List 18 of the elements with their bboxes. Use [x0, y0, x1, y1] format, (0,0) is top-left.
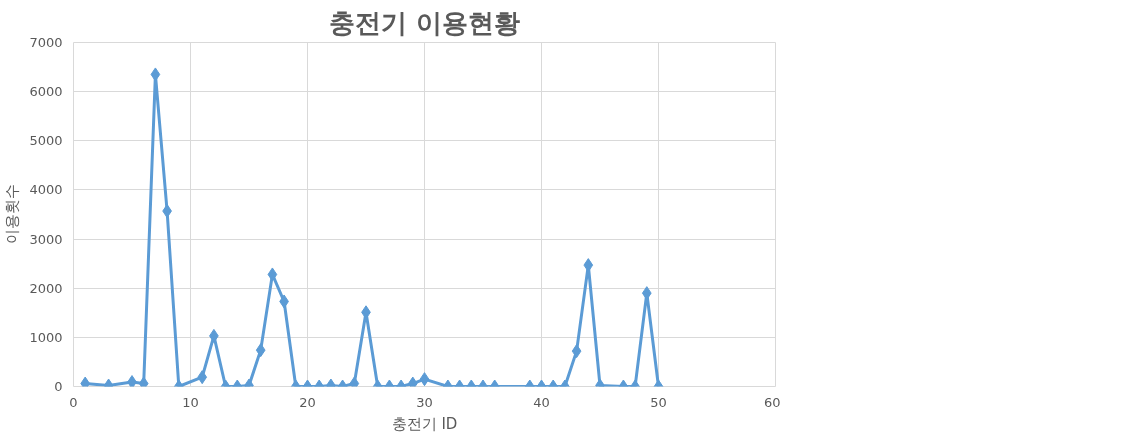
- x-tick-label: 50: [650, 394, 667, 410]
- y-tick-label: 7000: [29, 35, 63, 50]
- x-tick-label: 30: [416, 394, 433, 410]
- x-tick-label: 60: [763, 394, 781, 410]
- y-tick-label: 4000: [29, 182, 63, 198]
- y-tick-label: 3000: [29, 231, 63, 247]
- y-tick-label: 0: [54, 379, 63, 394]
- x-tick-label: 10: [182, 394, 199, 410]
- y-tick-label: 2000: [29, 280, 63, 296]
- y-axis-title: 이용횟수: [3, 184, 22, 245]
- x-tick-label: 20: [299, 394, 316, 410]
- x-axis-title: 충전기 ID: [391, 414, 458, 433]
- y-tick-label: 1000: [29, 329, 63, 345]
- chart-title: 충전기 이용현황: [328, 7, 521, 38]
- y-tick-label: 5000: [29, 133, 63, 149]
- x-tick-label: 40: [533, 394, 550, 410]
- x-tick-label: 0: [69, 394, 78, 410]
- y-tick-label: 6000: [29, 84, 63, 100]
